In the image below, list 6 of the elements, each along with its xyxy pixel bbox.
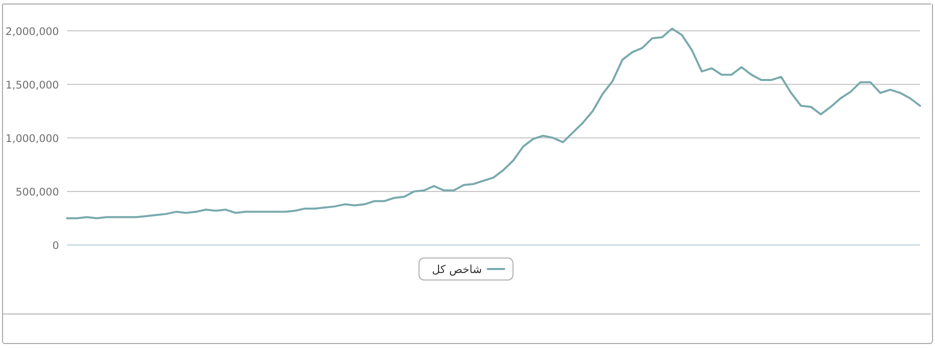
legend-label: شاخص کل — [432, 263, 482, 276]
y-tick-label: 0 — [52, 240, 59, 252]
y-tick-label: 2,000,000 — [6, 26, 59, 38]
y-tick-label: 500,000 — [16, 186, 59, 198]
y-tick-label: 1,500,000 — [6, 79, 59, 92]
y-tick-label: 1,000,000 — [6, 132, 59, 145]
